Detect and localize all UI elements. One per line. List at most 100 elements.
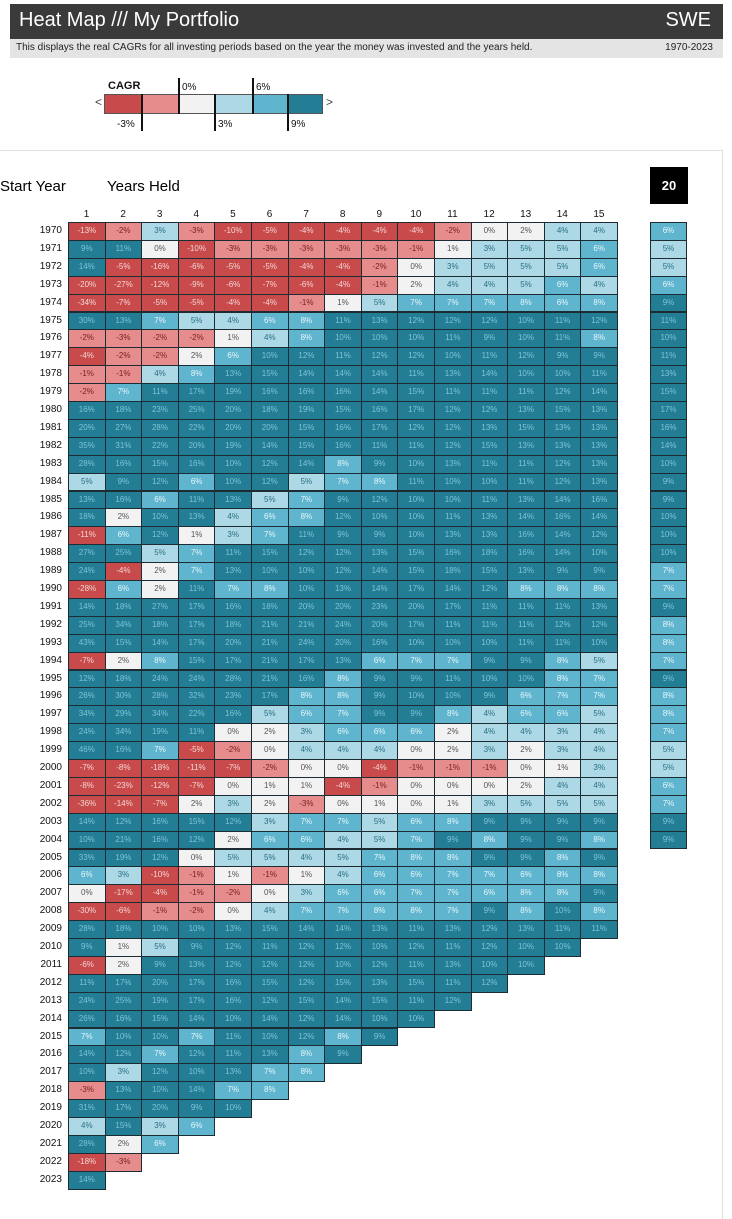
heatmap-cell: -1% — [397, 239, 435, 259]
heatmap-cell: 13% — [360, 973, 399, 993]
heatmap-cell: 7% — [434, 902, 472, 922]
heatmap-cell: -2% — [141, 329, 179, 349]
heatmap-cell: 12% — [397, 311, 435, 331]
heatmap-cell: 13% — [324, 651, 362, 671]
heatmap-cell: 2% — [104, 651, 143, 671]
heatmap-cell: 10% — [360, 1009, 399, 1029]
heatmap-cell: 28% — [141, 687, 179, 707]
heatmap-cell: 11% — [543, 597, 582, 617]
heatmap-cell: 25% — [104, 991, 143, 1011]
heatmap-cell: -3% — [214, 239, 252, 259]
heatmap-cell: 31% — [104, 436, 143, 456]
heatmap-cell: -7% — [68, 651, 106, 671]
heatmap-cell: -3% — [104, 329, 143, 349]
heatmap-cell: 5% — [251, 490, 289, 510]
heatmap-cell: 16% — [214, 597, 252, 617]
heatmap-cell: 4% — [214, 311, 252, 331]
heatmap-cell: 13% — [470, 418, 509, 438]
heatmap-cell: 8% — [324, 669, 362, 689]
heatmap-cell: 13% — [360, 544, 399, 564]
heatmap-cell: 9% — [543, 562, 582, 581]
legend-swatch-4 — [215, 94, 253, 114]
legend-tick-neg3: -3% — [117, 119, 135, 130]
heatmap-cell: 14% — [470, 365, 509, 385]
heatmap-cell: -1% — [141, 902, 179, 922]
heatmap-cell: 12% — [470, 973, 509, 993]
heatmap-cell: 15% — [397, 973, 435, 993]
heatmap-cell: 14% — [287, 920, 326, 939]
heatmap-cell: -5% — [214, 257, 252, 277]
heatmap-cell: 12% — [470, 401, 509, 420]
heatmap-cell: 15% — [141, 454, 179, 474]
heatmap-cell: 3% — [214, 526, 252, 546]
heatmap-cell: 17% — [177, 383, 216, 402]
heatmap-cell: 5% — [141, 938, 179, 957]
heatmap-cell: 0% — [214, 723, 252, 743]
heatmap-cell: 11% — [68, 973, 106, 993]
heatmap-cell: 14% — [287, 365, 326, 385]
heatmap-cell: 11% — [434, 329, 472, 349]
heatmap-cell: 28% — [141, 418, 179, 438]
heatmap-cell: 23% — [214, 687, 252, 707]
heatmap-cell: 3% — [580, 759, 618, 778]
heatmap-cell: 12% — [397, 938, 435, 957]
heatmap-cell: 30% — [68, 311, 106, 331]
heatmap-cell: 10% — [214, 472, 252, 492]
heatmap-cell: 14% — [68, 1045, 106, 1065]
heatmap-cell: 4% — [287, 848, 326, 868]
divider-vertical — [722, 150, 723, 1219]
heatmap-cell: 14% — [324, 920, 362, 939]
heatmap-cell: 4% — [580, 741, 618, 760]
heatmap-cell: 18% — [251, 597, 289, 617]
heatmap-cell: 9% — [580, 812, 618, 832]
legend-left-arrow: < — [95, 95, 103, 109]
column-label: 5 — [230, 209, 236, 220]
heatmap-cell: 5% — [580, 705, 618, 725]
heatmap-cell: 12% — [324, 544, 362, 564]
heatmap-cell: 15% — [397, 562, 435, 581]
row-label: 2017 — [39, 1066, 62, 1078]
heatmap-cell: 11% — [507, 472, 545, 492]
row-label: 2020 — [39, 1120, 62, 1131]
heatmap-cell: -7% — [177, 776, 216, 796]
heatmap-cell: 14% — [360, 365, 399, 385]
heatmap-cell: 11% — [397, 472, 435, 492]
heatmap-cell: -4% — [397, 222, 435, 241]
summary-cell: 8% — [650, 705, 687, 725]
heatmap-cell: 13% — [470, 526, 509, 546]
column-label: 10 — [410, 209, 422, 220]
heatmap-cell: 29% — [104, 705, 143, 725]
heatmap-cell: 8% — [507, 884, 545, 904]
heatmap-cell: 13% — [507, 490, 545, 510]
heatmap-cell: 9% — [470, 651, 509, 671]
heatmap-cell: 4% — [470, 705, 509, 725]
heatmap-cell: 10% — [324, 955, 362, 975]
heatmap-cell: 4% — [543, 222, 582, 241]
summary-cell: 15% — [650, 383, 687, 402]
heatmap-cell: 12% — [324, 562, 362, 581]
heatmap-cell: 5% — [543, 257, 582, 277]
column-label: 12 — [483, 209, 495, 220]
heatmap-cell: 7% — [287, 490, 326, 510]
heatmap-cell: 10% — [287, 580, 326, 599]
heatmap-cell: 8% — [580, 293, 618, 313]
heatmap-cell: 15% — [470, 436, 509, 456]
heatmap-cell: 10% — [214, 454, 252, 474]
heatmap-cell: 2% — [434, 723, 472, 743]
heatmap-cell: 14% — [251, 1009, 289, 1029]
heatmap-cell: 3% — [470, 239, 509, 259]
heatmap-cell: 17% — [177, 633, 216, 653]
heatmap-cell: 9% — [470, 812, 509, 832]
heatmap-cell: 19% — [141, 991, 179, 1011]
heatmap-cell: -30% — [68, 902, 106, 922]
heatmap-cell: 17% — [360, 418, 399, 438]
heatmap-cell: 7% — [214, 580, 252, 599]
heatmap-cell: 5% — [68, 472, 106, 492]
heatmap-cell: 6% — [360, 866, 399, 886]
row-label: 1974 — [39, 296, 62, 308]
summary-cell: 8% — [650, 687, 687, 707]
row-label: 1994 — [39, 654, 62, 666]
heatmap-cell: 0% — [397, 794, 435, 814]
heatmap-cell: 14% — [177, 1009, 216, 1029]
heatmap-cell: 16% — [214, 973, 252, 993]
